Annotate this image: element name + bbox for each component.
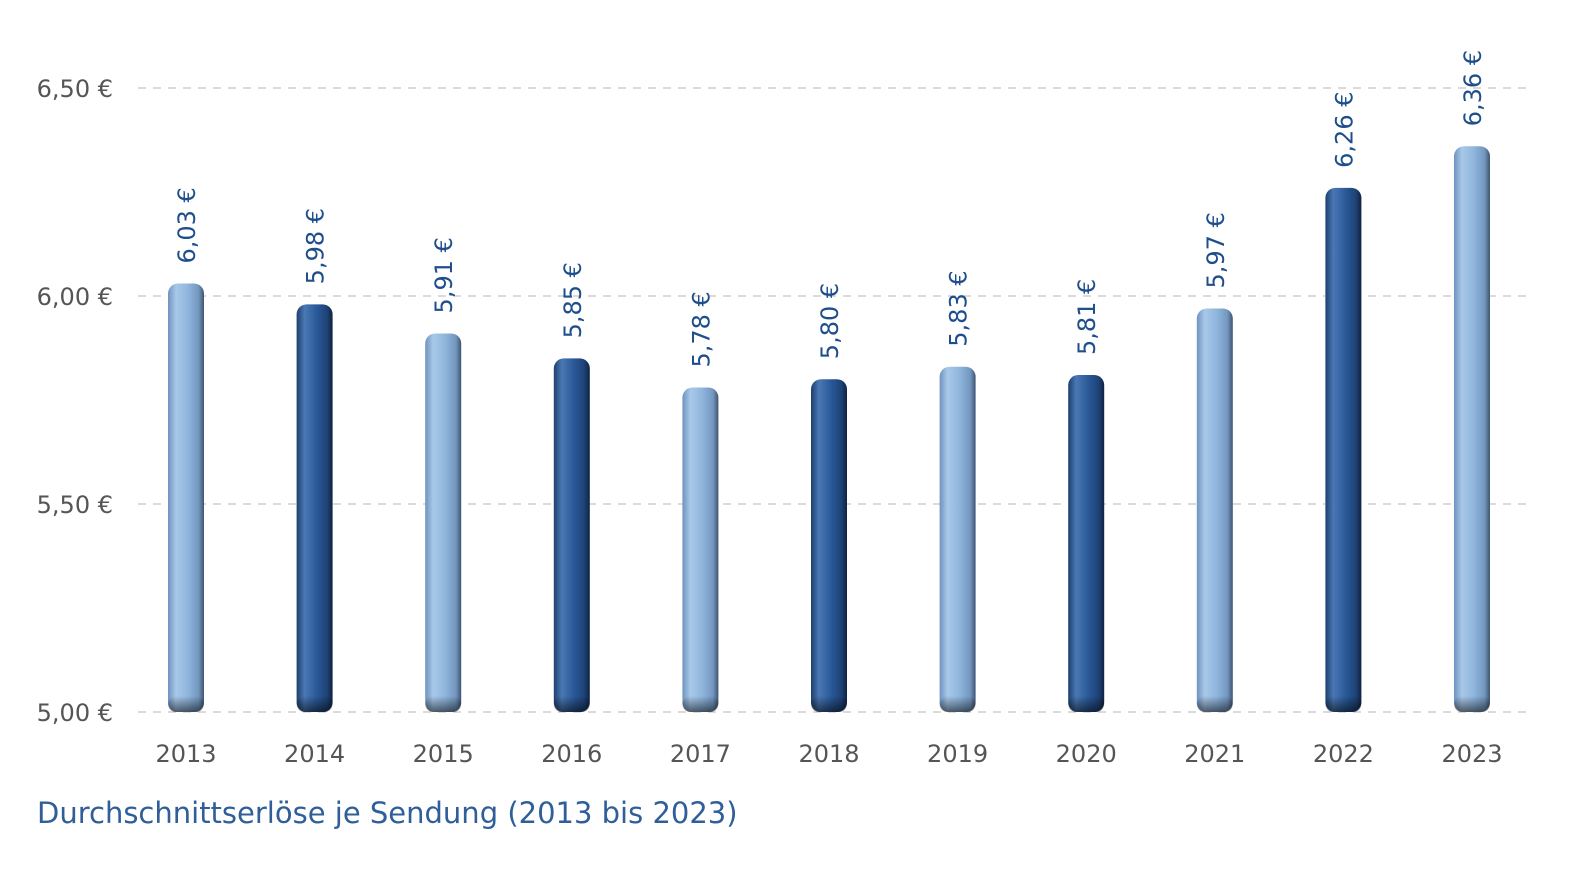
- bar: [296, 304, 333, 712]
- x-tick-label: 2019: [927, 740, 988, 768]
- bar-2017: [682, 387, 719, 712]
- y-axis-ticks: 5,00 € 5,50 € 6,00 € 6,50 €: [37, 75, 113, 727]
- data-label: 5,78 €: [687, 291, 715, 367]
- bar-2016: [553, 358, 590, 712]
- bar-base-shade: [1325, 696, 1362, 712]
- bar-base-shade: [939, 696, 976, 712]
- bar-2019: [939, 366, 976, 712]
- bar: [811, 379, 847, 712]
- data-label: 6,03 €: [173, 187, 201, 263]
- bar-base-shade: [1068, 696, 1105, 712]
- bar-2023: [1454, 146, 1490, 713]
- bar-base-shade: [682, 696, 719, 712]
- bar-chart: 5,00 € 5,50 € 6,00 € 6,50 € 6,03 € 5,98 € 5,9…: [37, 50, 1528, 768]
- bar-base-shade: [425, 696, 462, 712]
- data-label: 5,80 €: [816, 283, 844, 359]
- bar: [1068, 375, 1105, 712]
- y-tick-label: 6,00 €: [37, 283, 113, 311]
- bar-base-shade: [1454, 696, 1490, 712]
- x-tick-label: 2015: [413, 740, 474, 768]
- x-axis-ticks: 2013 2014 2015 2016 2017 2018 2019 2020 2021 2022…: [155, 740, 1502, 768]
- bar: [168, 283, 204, 712]
- data-label: 5,81 €: [1073, 279, 1101, 355]
- bar-2014: [296, 304, 333, 712]
- data-label: 5,91 €: [430, 237, 458, 313]
- data-label: 5,85 €: [559, 262, 587, 338]
- x-tick-label: 2018: [798, 740, 859, 768]
- bar-base-shade: [553, 696, 590, 712]
- data-label: 6,36 €: [1459, 50, 1487, 126]
- y-tick-label: 6,50 €: [37, 75, 113, 103]
- x-tick-label: 2023: [1441, 740, 1502, 768]
- x-tick-label: 2021: [1184, 740, 1245, 768]
- bar: [1196, 308, 1233, 712]
- bar: [682, 387, 719, 712]
- x-tick-label: 2022: [1313, 740, 1374, 768]
- bars: [168, 146, 1490, 713]
- bar-2022: [1325, 187, 1362, 713]
- bar: [939, 366, 976, 712]
- y-tick-label: 5,50 €: [37, 491, 113, 519]
- y-tick-label: 5,00 €: [37, 699, 113, 727]
- bar-2021: [1196, 308, 1233, 712]
- bar: [553, 358, 590, 712]
- data-labels: 6,03 € 5,98 € 5,91 € 5,85 € 5,78 € 5,80 € 5,83…: [173, 50, 1487, 368]
- bar-base-shade: [168, 696, 204, 712]
- bar-base-shade: [296, 696, 333, 712]
- x-tick-label: 2020: [1056, 740, 1117, 768]
- bar-2013: [168, 283, 204, 712]
- x-tick-label: 2013: [155, 740, 216, 768]
- bar: [425, 333, 462, 712]
- bar-2020: [1068, 375, 1105, 712]
- chart-title: Durchschnittserlöse je Sendung (2013 bis…: [37, 796, 738, 830]
- data-label: 5,98 €: [302, 208, 330, 284]
- data-label: 6,26 €: [1330, 91, 1358, 167]
- x-tick-label: 2014: [284, 740, 345, 768]
- bar-base-shade: [811, 696, 847, 712]
- bar: [1325, 187, 1362, 713]
- bar-2018: [811, 379, 847, 712]
- bar-base-shade: [1196, 696, 1233, 712]
- x-tick-label: 2016: [541, 740, 602, 768]
- x-tick-label: 2017: [670, 740, 731, 768]
- bar-2015: [425, 333, 462, 712]
- data-label: 5,83 €: [945, 270, 973, 346]
- data-label: 5,97 €: [1202, 212, 1230, 288]
- bar: [1454, 146, 1490, 713]
